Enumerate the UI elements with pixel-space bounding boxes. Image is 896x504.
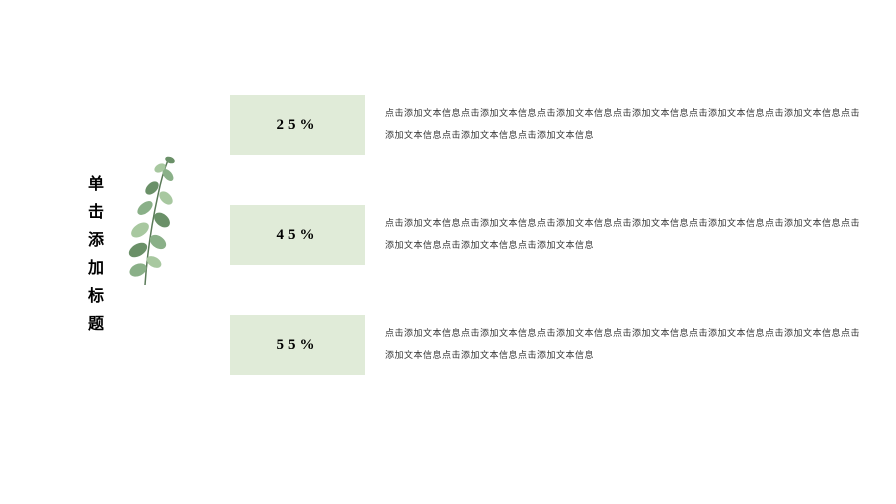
percent-box-3: 55%: [230, 315, 365, 375]
description-3: 点击添加文本信息点击添加文本信息点击添加文本信息点击添加文本信息点击添加文本信息…: [385, 323, 865, 366]
vertical-title: 单 击 添 加 标 题: [88, 170, 105, 334]
content-row-1: 25% 点击添加文本信息点击添加文本信息点击添加文本信息点击添加文本信息点击添加…: [230, 95, 865, 155]
description-2: 点击添加文本信息点击添加文本信息点击添加文本信息点击添加文本信息点击添加文本信息…: [385, 213, 865, 256]
title-char-2: 添: [88, 226, 105, 250]
percent-value-3: 55%: [277, 337, 319, 354]
title-char-0: 单: [88, 170, 105, 194]
title-char-1: 击: [88, 198, 105, 222]
content-row-2: 45% 点击添加文本信息点击添加文本信息点击添加文本信息点击添加文本信息点击添加…: [230, 205, 865, 265]
percent-value-2: 45%: [277, 227, 319, 244]
content-row-3: 55% 点击添加文本信息点击添加文本信息点击添加文本信息点击添加文本信息点击添加…: [230, 315, 865, 375]
title-char-5: 题: [88, 310, 105, 334]
percent-box-1: 25%: [230, 95, 365, 155]
description-1: 点击添加文本信息点击添加文本信息点击添加文本信息点击添加文本信息点击添加文本信息…: [385, 103, 865, 146]
title-char-3: 加: [88, 254, 105, 278]
percent-value-1: 25%: [277, 117, 319, 134]
percent-box-2: 45%: [230, 205, 365, 265]
leaf-branch-icon: [110, 150, 190, 290]
title-char-4: 标: [88, 282, 105, 306]
